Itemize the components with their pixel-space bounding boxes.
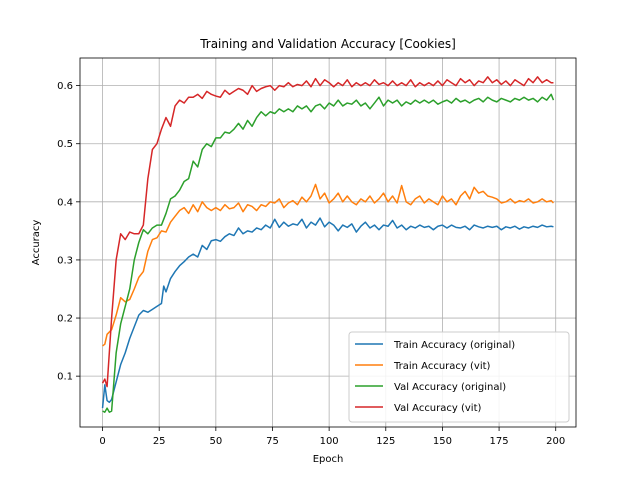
x-tick-label: 25 [153,436,166,447]
series-line-3 [102,93,555,413]
x-tick-label: 175 [490,436,509,447]
axis-ticks: 0 25 50 75 100 125 150 175 200 0.1 0.2 0.3 0.4 0.5 0.6 [57,81,565,447]
legend: Train Accuracy (original) Train Accuracy … [348,331,570,423]
series-line-1 [101,217,554,409]
y-tick-label: 0.1 [57,372,73,383]
y-tick-label: 0.5 [57,139,73,150]
x-tick-label: 200 [546,436,565,447]
y-tick-label: 0.2 [57,314,73,325]
legend-label: Val Accuracy (original) [394,382,506,393]
series-lines [101,76,555,413]
legend-label: Train Accuracy (original) [393,340,515,351]
x-tick-label: 150 [433,436,452,447]
y-tick-label: 0.3 [57,255,73,266]
x-tick-label: 125 [376,436,395,447]
y-tick-label: 0.6 [57,81,73,92]
x-axis-label: Epoch [313,454,344,465]
axes-frame [79,57,577,428]
series-line-4 [101,76,554,388]
legend-label: Val Accuracy (vit) [394,403,482,414]
chart-title: Training and Validation Accuracy [Cookie… [199,37,456,51]
series-line-2 [102,183,554,347]
legend-label: Train Accuracy (vit) [393,361,491,372]
x-tick-label: 50 [209,436,222,447]
y-tick-label: 0.4 [57,197,73,208]
legend-box [348,331,570,423]
x-tick-label: 75 [266,436,279,447]
x-tick-label: 100 [320,436,339,447]
y-axis-label: Accuracy [31,220,42,266]
x-tick-label: 0 [99,436,105,447]
